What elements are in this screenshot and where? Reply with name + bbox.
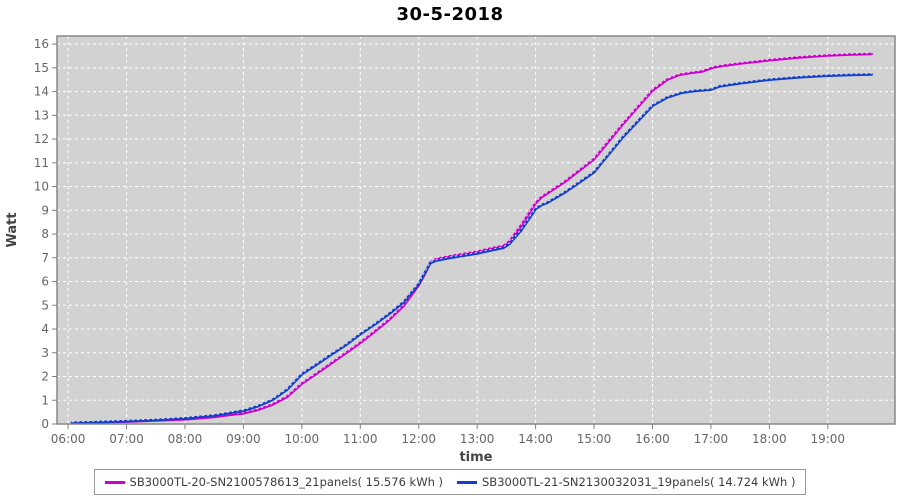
legend-label: SB3000TL-21-SN2130032031_19panels( 14.72… bbox=[482, 475, 796, 489]
y-tick-label: 2 bbox=[41, 370, 49, 384]
x-axis-label: time bbox=[459, 450, 492, 465]
x-tick-label: 19:00 bbox=[810, 432, 845, 446]
y-tick-label: 11 bbox=[34, 156, 49, 170]
series-line-marker-overlay bbox=[72, 52, 872, 423]
y-tick-label: 7 bbox=[41, 251, 49, 265]
legend: SB3000TL-20-SN2100578613_21panels( 15.57… bbox=[93, 469, 807, 495]
x-tick-label: 10:00 bbox=[285, 432, 320, 446]
x-tick-label: 09:00 bbox=[226, 432, 261, 446]
y-tick-label: 3 bbox=[41, 346, 49, 360]
y-tick-label: 10 bbox=[34, 180, 49, 194]
y-tick-label: 6 bbox=[41, 275, 49, 289]
legend-entry-inverter-21[interactable]: SB3000TL-21-SN2130032031_19panels( 14.72… bbox=[457, 475, 795, 489]
plot-background bbox=[57, 36, 895, 424]
y-tick-label: 16 bbox=[34, 37, 49, 51]
x-tick-label: 13:00 bbox=[460, 432, 495, 446]
series-line-marker-overlay bbox=[72, 73, 872, 423]
x-tick-label: 15:00 bbox=[577, 432, 612, 446]
y-tick-label: 13 bbox=[34, 108, 49, 122]
chart-title: 30-5-2018 bbox=[396, 4, 504, 25]
x-tick-label: 12:00 bbox=[401, 432, 436, 446]
y-tick-label: 12 bbox=[34, 132, 49, 146]
y-tick-label: 8 bbox=[41, 227, 49, 241]
y-tick-label: 14 bbox=[34, 85, 49, 99]
plot-border bbox=[56, 35, 896, 425]
y-tick-label: 5 bbox=[41, 298, 49, 312]
y-tick-label: 15 bbox=[34, 61, 49, 75]
legend-line-swatch-magenta bbox=[104, 480, 125, 484]
legend-row: SB3000TL-20-SN2100578613_21panels( 15.57… bbox=[0, 469, 900, 495]
x-tick-label: 07:00 bbox=[109, 432, 144, 446]
legend-entry-inverter-20[interactable]: SB3000TL-20-SN2100578613_21panels( 15.57… bbox=[104, 475, 443, 489]
y-tick-label: 0 bbox=[41, 417, 49, 431]
x-tick-label: 17:00 bbox=[694, 432, 729, 446]
x-tick-label: 06:00 bbox=[51, 432, 86, 446]
y-axis-label: Watt bbox=[5, 212, 20, 247]
x-tick-label: 18:00 bbox=[752, 432, 787, 446]
x-tick-label: 11:00 bbox=[343, 432, 378, 446]
x-tick-label: 14:00 bbox=[518, 432, 553, 446]
series-line-0[interactable] bbox=[70, 52, 873, 425]
legend-label: SB3000TL-20-SN2100578613_21panels( 15.57… bbox=[129, 475, 443, 489]
x-tick-label: 16:00 bbox=[635, 432, 670, 446]
legend-line-swatch-blue bbox=[457, 480, 477, 484]
x-tick-label: 08:00 bbox=[168, 432, 203, 446]
y-tick-label: 4 bbox=[41, 322, 49, 336]
y-tick-label: 1 bbox=[41, 393, 49, 407]
y-tick-label: 9 bbox=[41, 203, 49, 217]
series-line-1[interactable] bbox=[70, 73, 873, 425]
